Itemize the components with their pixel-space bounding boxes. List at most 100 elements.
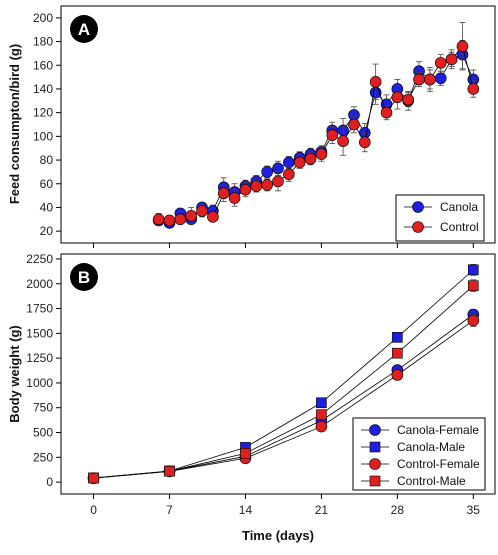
panel-a-frame (60, 5, 496, 244)
panel-b-series (87, 264, 480, 484)
panel-b-y-tick-label: 1000 (26, 376, 53, 390)
data-point (207, 211, 219, 223)
panel-b-legend: Canola-Female Canola-Male Control-Female Co… (352, 417, 486, 491)
data-point (467, 264, 479, 276)
panel-b-y-tick-label: 2250 (26, 252, 53, 266)
data-point (228, 192, 241, 204)
data-point (283, 168, 295, 181)
data-point (467, 280, 479, 292)
data-point (315, 148, 328, 160)
panel-a-y-tick-label: 80 (40, 153, 54, 167)
panel-a-y-axis-title: Feed consumpton/bird (g) (7, 44, 22, 204)
data-point (316, 397, 327, 409)
data-point (402, 93, 415, 106)
panel-b-y-tick-label: 500 (33, 426, 53, 440)
panel-a-ticks: 20 40 60 80 100 120 140 160 180 200 (33, 11, 474, 248)
data-point (445, 53, 458, 66)
legend-label: Control (440, 220, 479, 234)
panel-a-badge: A (70, 15, 98, 43)
panel-a-y-tick-label: 100 (33, 129, 53, 143)
panel-b-x-tick-label: 28 (391, 503, 405, 517)
data-point (424, 73, 436, 86)
panel-b-y-tick-label: 250 (33, 450, 53, 464)
data-point (261, 179, 273, 191)
data-point (413, 73, 425, 86)
data-point (434, 72, 447, 85)
legend-label: Canola-Female (397, 423, 479, 437)
data-point (337, 135, 349, 147)
legend-label: Control-Female (397, 457, 480, 471)
panel-b-badge-circle (70, 263, 98, 291)
panel-a-letter: A (78, 20, 90, 39)
panel-a-series (152, 22, 480, 229)
legend-marker (412, 201, 424, 213)
data-point (315, 420, 328, 433)
panel-a-y-tick-label: 60 (40, 177, 54, 191)
panel-b-x-tick-label: 14 (239, 503, 253, 517)
panel-b-y-tick-label: 750 (33, 401, 53, 415)
data-point (391, 369, 404, 381)
panel-a-legend: Canola Control (395, 194, 485, 242)
panel-a-y-tick-label: 180 (33, 35, 53, 49)
legend-marker (369, 458, 381, 470)
panel-b-y-tick-label: 1500 (26, 326, 53, 340)
panel-b-y-axis-title: Body weight (g) (7, 325, 22, 423)
data-point (358, 136, 371, 149)
data-point (164, 465, 175, 477)
panel-b-y-tick-label: 1250 (26, 351, 53, 365)
panel-b-letter: B (78, 268, 90, 287)
data-point (392, 332, 403, 343)
data-point (185, 209, 197, 222)
data-point (250, 180, 263, 192)
data-point (261, 166, 273, 178)
legend-marker (369, 441, 381, 453)
series-control-male (88, 279, 479, 484)
data-point (434, 57, 447, 69)
panel-b-x-tick-label: 0 (90, 503, 97, 517)
data-point (467, 314, 480, 327)
data-point (239, 183, 252, 196)
legend-label: Canola-Male (397, 440, 465, 454)
data-point (467, 83, 480, 95)
legend-label: Canola (440, 200, 478, 214)
panel-b-x-tick-label: 35 (467, 503, 481, 517)
panel-a: 20 40 60 80 100 120 140 160 180 200 A Feed consum… (7, 5, 496, 248)
data-point (293, 156, 306, 169)
panel-a-badge-circle (70, 15, 98, 43)
panel-b-x-tick-label: 7 (166, 503, 173, 517)
data-point (348, 118, 360, 131)
data-point (196, 205, 208, 217)
data-point (456, 40, 469, 53)
panel-a-y-tick-label: 40 (40, 200, 54, 214)
legend-label: Control-Male (397, 474, 466, 488)
legend-marker (412, 221, 424, 233)
data-point (88, 472, 99, 484)
legend-marker (369, 424, 381, 436)
panel-a-y-tick-label: 120 (33, 106, 53, 120)
panel-b-ticks: 0 250 500 750 1000 1250 1500 1750 2000 2250 0 7 14 21… (26, 252, 480, 517)
data-point (304, 153, 317, 165)
panel-b-frame (60, 253, 496, 495)
data-point (283, 156, 295, 169)
series-control (152, 22, 480, 227)
data-point (326, 129, 339, 141)
data-point (392, 347, 403, 359)
panel-b-y-tick-label: 0 (46, 475, 53, 489)
panel-b-badge: B (70, 263, 98, 291)
data-point (391, 91, 404, 104)
data-point (240, 448, 251, 459)
panel-a-legend-box (395, 194, 485, 242)
data-point (380, 106, 393, 119)
data-point (163, 214, 176, 227)
data-point (152, 213, 165, 226)
panel-a-y-tick-label: 140 (33, 82, 53, 96)
data-point (369, 76, 382, 88)
legend-marker (369, 475, 381, 487)
panel-a-y-tick-label: 160 (33, 58, 53, 72)
x-axis-title: Time (days) (242, 528, 314, 543)
data-point (174, 213, 187, 226)
series-line (93, 285, 474, 479)
data-point (316, 409, 327, 420)
